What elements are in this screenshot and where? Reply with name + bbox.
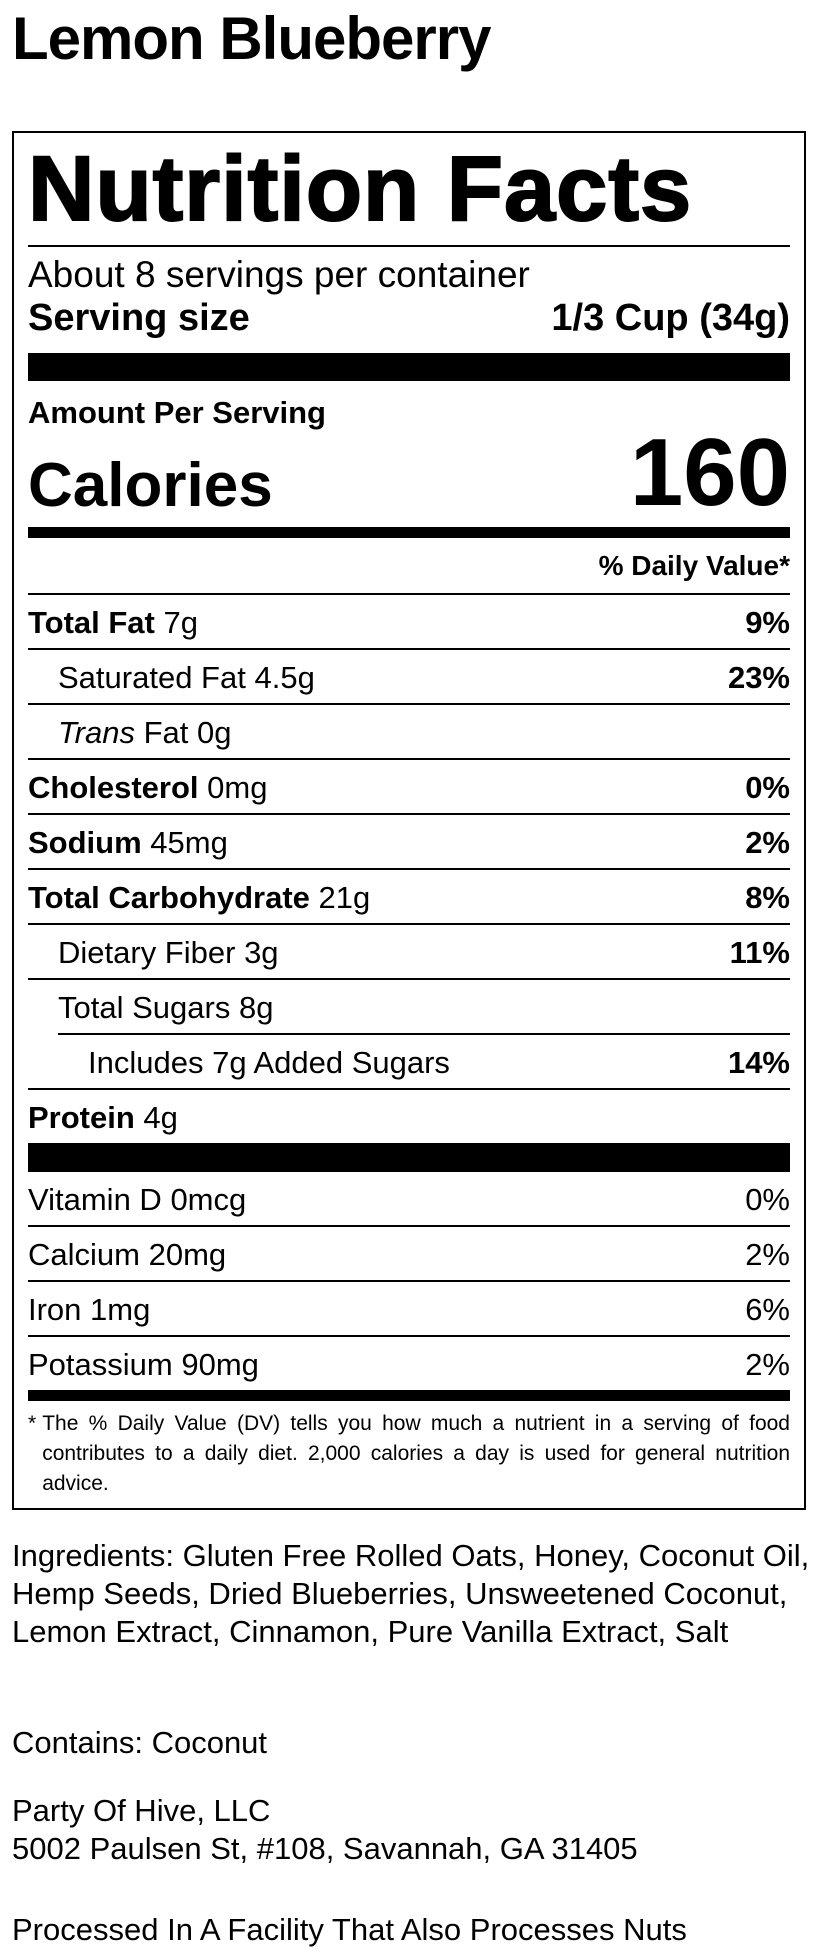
nutrient-name-group: Sodium 45mg	[28, 815, 228, 868]
contains: Contains: Coconut	[12, 1725, 268, 1760]
footnote-text: The % Daily Value (DV) tells you how muc…	[42, 1412, 790, 1495]
footnote-marker: *	[28, 1412, 37, 1435]
vitamin-name-group: Potassium 90mg	[28, 1337, 259, 1390]
nutrient-name-italic: Trans	[58, 715, 135, 750]
nutrient-name-group: Total Sugars 8g	[58, 980, 273, 1033]
vitamin-row: Vitamin D 0mcg 0%	[28, 1172, 790, 1227]
nutrient-row: Total Fat 7g 9%	[28, 595, 790, 650]
nutrient-amount: 45mg	[150, 825, 228, 860]
nutrient-row: Total Sugars 8g	[58, 980, 790, 1035]
amount-per-serving: Amount Per Serving	[28, 395, 326, 430]
nutrient-name: Cholesterol	[28, 770, 199, 805]
vitamin-amount: 90mg	[181, 1347, 259, 1382]
nutrient-name-group: Trans Fat 0g	[28, 705, 231, 758]
vitamin-name: Vitamin D	[28, 1182, 162, 1217]
vitamin-name: Iron	[28, 1292, 82, 1327]
company-name: Party Of Hive, LLC	[12, 1793, 271, 1828]
vitamin-list: Vitamin D 0mcg 0% Calcium 20mg 2% Iron 1mg 6%…	[28, 1172, 790, 1390]
nutrient-amount: 0g	[197, 715, 232, 750]
nutrient-dv: 11%	[729, 935, 790, 970]
nutrient-name: Sodium	[28, 825, 142, 860]
calories-row: Calories 160	[28, 425, 790, 521]
vitamin-row: Potassium 90mg 2%	[28, 1337, 790, 1390]
thick-rule	[28, 1143, 790, 1172]
vitamin-amount: 20mg	[148, 1237, 227, 1272]
nutrient-name-group: Includes 7g Added Sugars	[28, 1035, 450, 1088]
servings: About 8 servings per container	[28, 254, 530, 295]
facility-note: Processed In A Facility That Also Proces…	[12, 1912, 687, 1947]
nutrient-row: Includes 7g Added Sugars 14%	[28, 1035, 790, 1090]
nutrient-amount: 4.5g	[254, 660, 315, 695]
vitamin-name-group: Vitamin D 0mcg	[28, 1172, 246, 1225]
nutrient-name-group: Dietary Fiber 3g	[28, 925, 279, 978]
nutrient-name: Total Carbohydrate	[28, 880, 310, 915]
label-heading: Nutrition Facts	[27, 137, 790, 247]
serving-size-row: Serving size 1/3 Cup (34g)	[28, 297, 790, 339]
nutrient-row: Protein 4g	[28, 1090, 790, 1143]
nutrient-name: Saturated Fat	[58, 660, 246, 695]
nutrient-amount: 4g	[143, 1100, 178, 1135]
vitamin-row: Iron 1mg 6%	[28, 1282, 790, 1337]
vitamin-dv: 2%	[745, 1237, 790, 1272]
vitamin-amount: 1mg	[90, 1292, 151, 1327]
nutrient-name: Dietary Fiber	[58, 935, 236, 970]
nutrient-amount: 7g	[163, 605, 198, 640]
nutrient-list: Total Fat 7g 9% Saturated Fat 4.5g 23% Trans…	[28, 595, 790, 1143]
nutrient-name-group: Cholesterol 0mg	[28, 760, 267, 813]
vitamin-name-group: Calcium 20mg	[28, 1227, 226, 1280]
dv-header: % Daily Value*	[28, 538, 790, 595]
nutrient-row: Dietary Fiber 3g 11%	[28, 925, 790, 980]
nutrient-name: Total Fat	[28, 605, 155, 640]
nutrient-row: Trans Fat 0g	[28, 705, 790, 760]
vitamin-name: Potassium	[28, 1347, 173, 1382]
nutrient-dv: 9%	[745, 605, 790, 640]
vitamin-amount: 0mcg	[170, 1182, 247, 1217]
nutrient-amount: 0mg	[207, 770, 268, 805]
nutrient-name-group: Saturated Fat 4.5g	[28, 650, 315, 703]
nutrient-dv: 8%	[745, 880, 790, 915]
serving-size-label: Serving size	[28, 297, 250, 339]
calories-value: 160	[629, 419, 790, 526]
nutrient-row: Sodium 45mg 2%	[28, 815, 790, 870]
vitamin-dv: 0%	[745, 1182, 790, 1217]
nutrient-name: Includes 7g Added Sugars	[88, 1045, 450, 1080]
nutrient-row: Total Carbohydrate 21g 8%	[28, 870, 790, 925]
nutrient-name-group: Total Carbohydrate 21g	[28, 870, 370, 923]
nutrient-name: Fat	[143, 715, 189, 750]
footnote: * The % Daily Value (DV) tells you how m…	[28, 1409, 790, 1499]
nutrient-amount: 21g	[318, 880, 371, 915]
medium-rule	[28, 527, 790, 538]
nutrient-name: Total Sugars	[58, 990, 231, 1025]
nutrient-dv: 2%	[745, 825, 790, 860]
company-address: 5002 Paulsen St, #108, Savannah, GA 3140…	[12, 1831, 638, 1866]
vitamin-name-group: Iron 1mg	[28, 1282, 150, 1335]
vitamin-dv: 6%	[745, 1292, 790, 1327]
calories-label: Calories	[28, 451, 273, 520]
nutrient-row: Saturated Fat 4.5g 23%	[28, 650, 790, 705]
thick-rule	[28, 353, 790, 381]
vitamin-row: Calcium 20mg 2%	[28, 1227, 790, 1282]
nutrient-amount: 3g	[244, 935, 279, 970]
nutrient-dv: 0%	[745, 770, 790, 805]
product-title: Lemon Blueberry	[12, 5, 491, 72]
ingredients: Ingredients: Gluten Free Rolled Oats, Ho…	[12, 1538, 810, 1649]
nutrient-name-group: Total Fat 7g	[28, 595, 198, 648]
nutrient-dv: 14%	[727, 1045, 790, 1080]
medium-rule	[28, 1390, 790, 1401]
nutrient-dv: 23%	[727, 660, 790, 695]
vitamin-name: Calcium	[28, 1237, 140, 1272]
nutrient-amount: 8g	[238, 990, 274, 1025]
nutrition-label: Nutrition Facts About 8 servings per con…	[12, 131, 806, 1510]
label-inner: Nutrition Facts About 8 servings per con…	[27, 137, 790, 1499]
nutrient-name: Protein	[28, 1100, 135, 1135]
nutrient-row: Cholesterol 0mg 0%	[28, 760, 790, 815]
vitamin-dv: 2%	[745, 1347, 790, 1382]
serving-size-value: 1/3 Cup (34g)	[551, 297, 790, 339]
nutrient-name-group: Protein 4g	[28, 1090, 178, 1143]
